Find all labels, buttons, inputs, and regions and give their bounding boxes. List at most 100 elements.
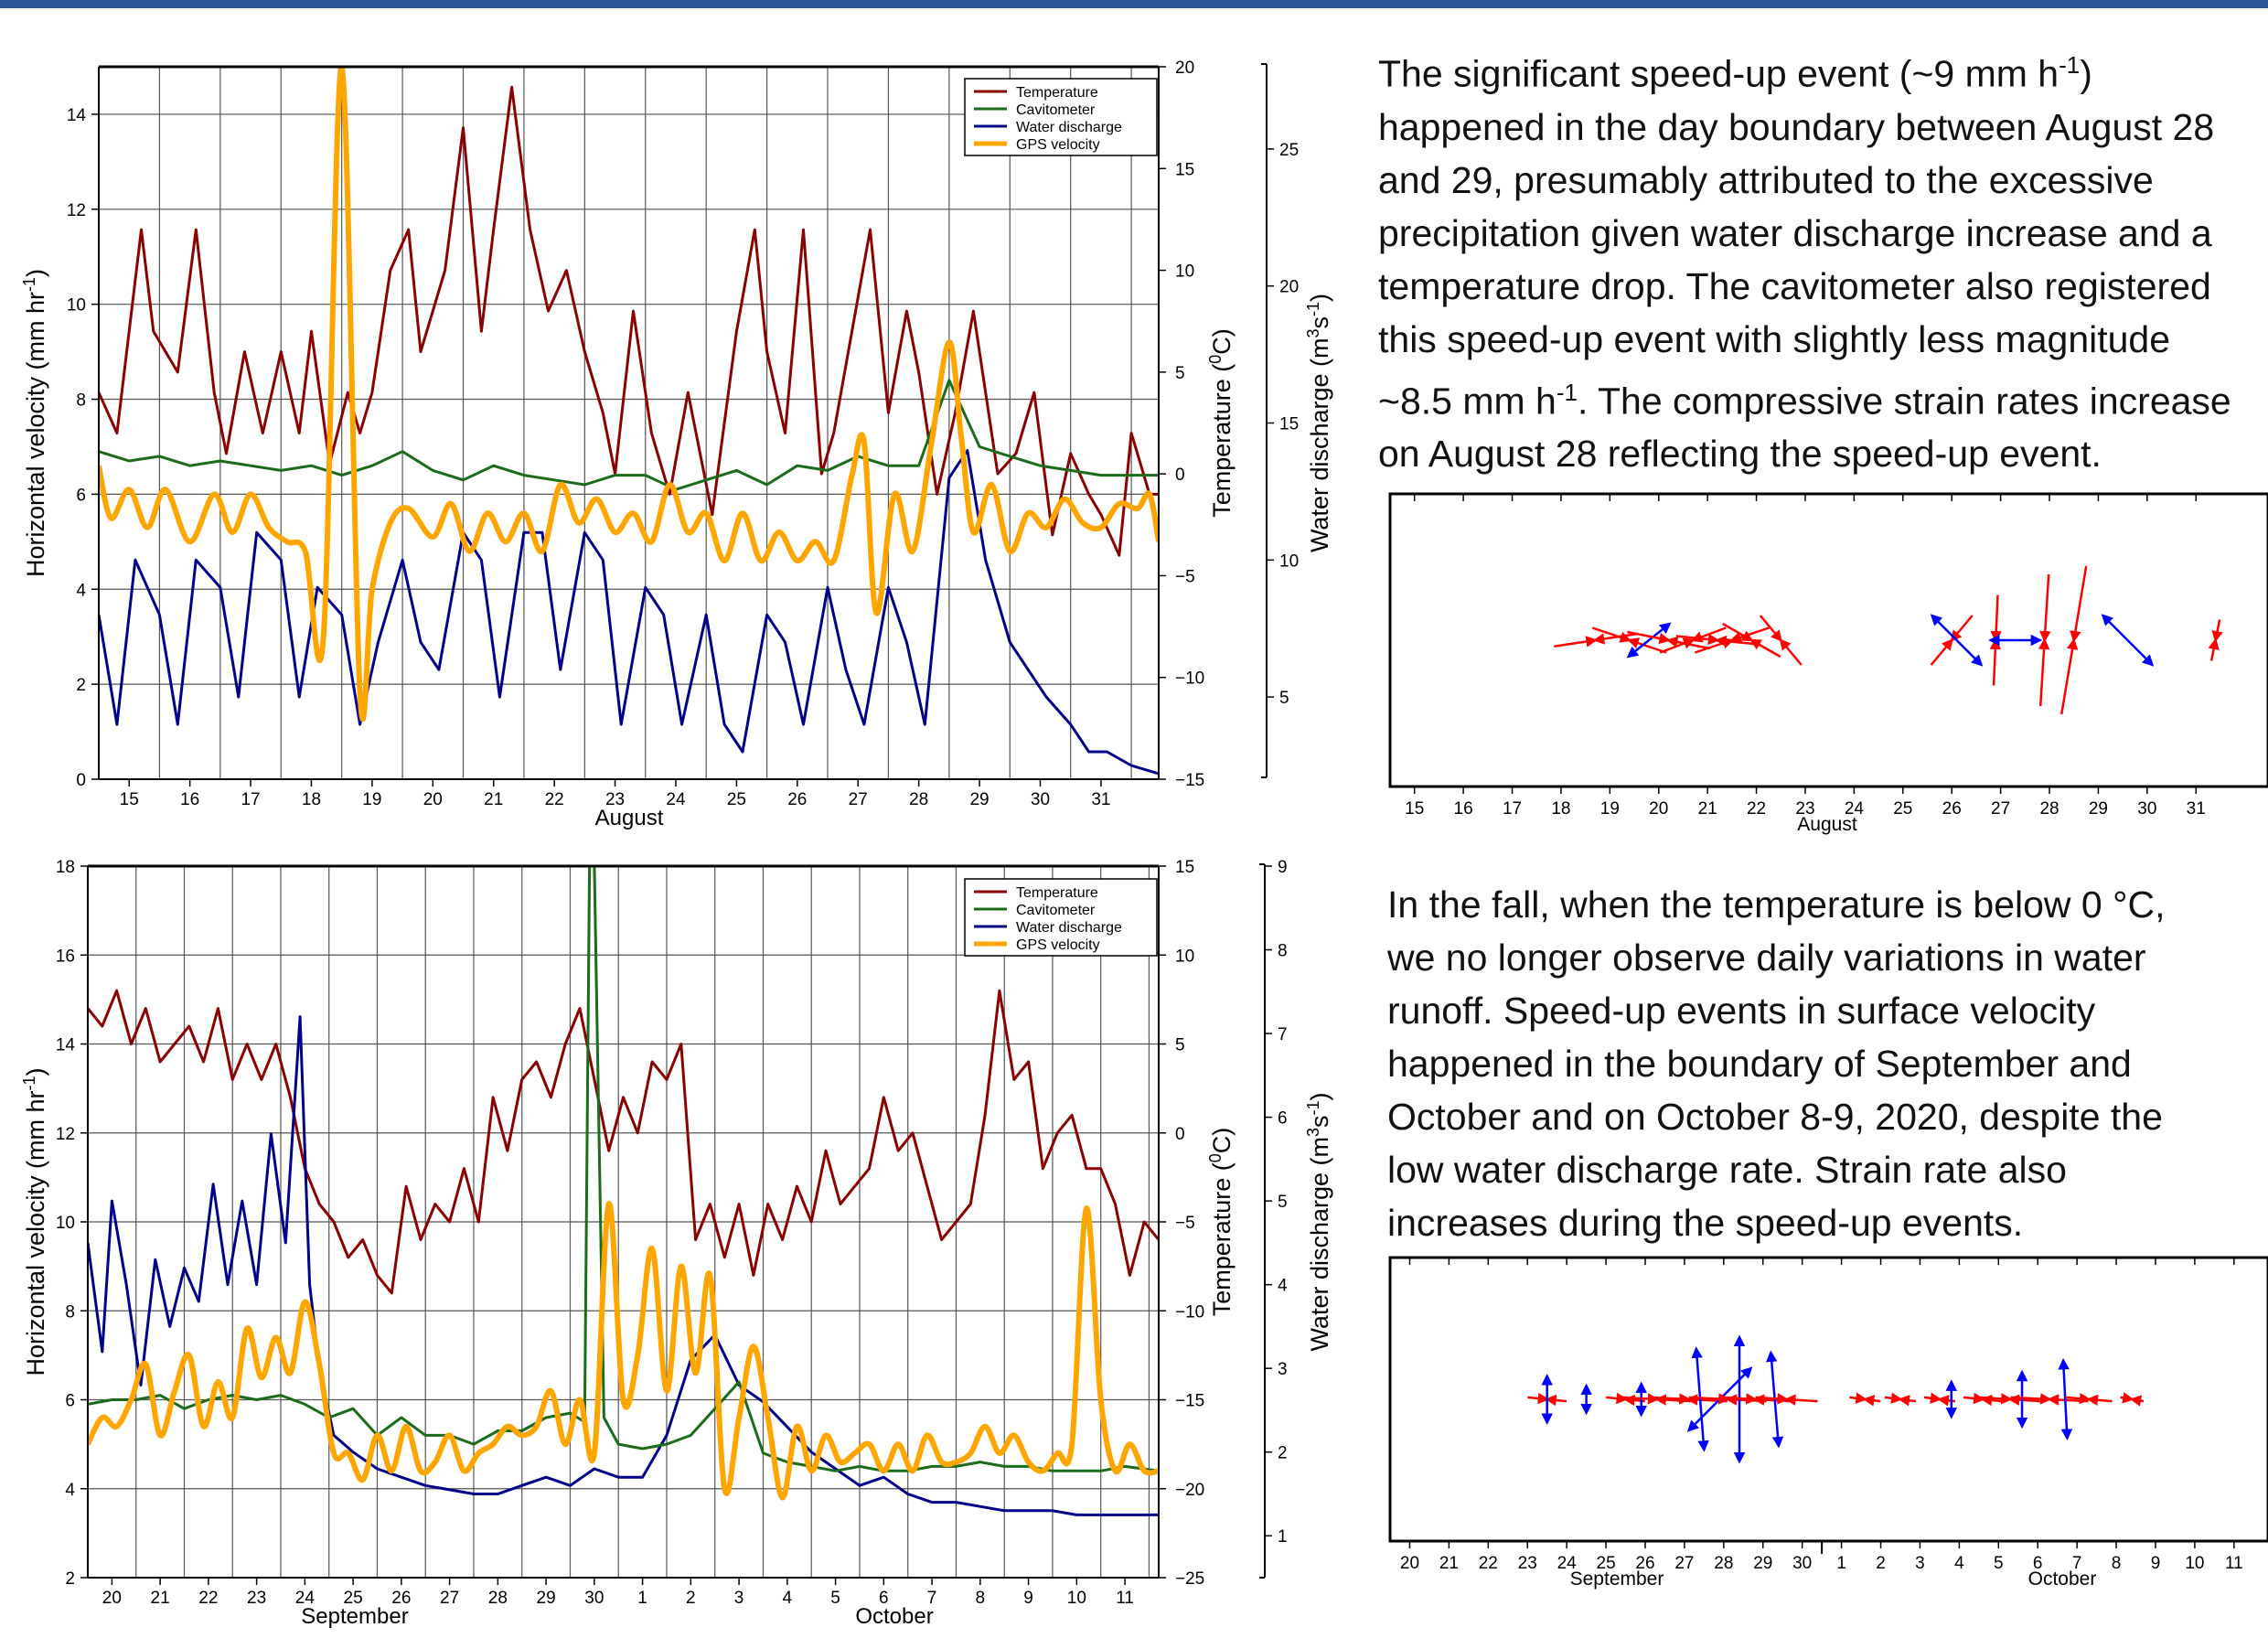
strain-fall-strain-arrow-red bbox=[1980, 1394, 2003, 1407]
strain-fall-x-tick-label: 30 bbox=[1792, 1554, 1812, 1573]
aug-temp-tick-label: −5 bbox=[1175, 567, 1195, 586]
fall-y-tick-label: 14 bbox=[56, 1036, 76, 1055]
aug-series-temperature bbox=[99, 85, 1159, 557]
fall-x-tick-label: 8 bbox=[976, 1589, 986, 1608]
strain-fall-strain-arrow-red bbox=[1862, 1395, 1881, 1407]
fall-q-tick-label: 3 bbox=[1278, 1360, 1288, 1379]
strain-fall-strain-arrow-red bbox=[1606, 1392, 1629, 1405]
aug-y-tick-label: 10 bbox=[67, 296, 86, 316]
august-description-line-6: this speed-up event with slightly less m… bbox=[1378, 317, 2171, 360]
fall-legend-label: Temperature bbox=[1016, 885, 1098, 901]
strain-aug-strain-arrow-red bbox=[2038, 637, 2050, 707]
fall-x-tick-label: 28 bbox=[488, 1589, 508, 1608]
aug-x-tick-label: 30 bbox=[1031, 790, 1050, 809]
aug-series-water-discharge bbox=[99, 449, 1159, 776]
august-description-line-5: temperature drop. The cavitometer also r… bbox=[1378, 264, 2211, 307]
fall-xlabel-2: October bbox=[855, 1604, 933, 1629]
fall-temp-tick-label: 0 bbox=[1175, 1125, 1185, 1144]
aug-temp-tick-label: 10 bbox=[1175, 262, 1194, 282]
fall-y-tick-label: 8 bbox=[65, 1302, 75, 1322]
aug-x-tick-label: 17 bbox=[241, 790, 260, 809]
strain-fall-x-tick-label: 5 bbox=[1994, 1554, 2004, 1573]
aug-x-tick-label: 23 bbox=[605, 790, 625, 809]
strain-fall-x-tick-label: 23 bbox=[1518, 1554, 1537, 1573]
aug-q-tick-label: 15 bbox=[1279, 415, 1299, 434]
strain-fall-strain-arrow-red bbox=[1784, 1394, 1818, 1406]
strain-aug-strain-arrow-red bbox=[1659, 637, 1696, 654]
aug-x-tick-label: 15 bbox=[120, 790, 139, 809]
fall-y-tick-label: 16 bbox=[56, 947, 75, 966]
fall-x-tick-label: 27 bbox=[440, 1589, 459, 1608]
strain-aug-strain-arrow-red bbox=[2211, 619, 2223, 643]
strain-aug-strain-arrow-red bbox=[1554, 636, 1598, 648]
strain-fall-strain-arrow-blue bbox=[1691, 1346, 1703, 1400]
aug-x-tick-label: 22 bbox=[545, 790, 564, 809]
strain-fall-xlabel: September bbox=[1570, 1568, 1664, 1590]
aug-legend-label: GPS velocity bbox=[1016, 137, 1100, 153]
fall-y-tick-label: 10 bbox=[56, 1214, 75, 1233]
strain-fall-strain-arrow-red bbox=[1688, 1393, 1730, 1405]
strain-fall-strain-arrow-red bbox=[1849, 1392, 1867, 1404]
aug-y-tick-label: 14 bbox=[67, 106, 87, 125]
strain-aug-strain-arrow-red bbox=[1779, 638, 1803, 666]
aug-ylabel-left: Horizontal velocity (mm hr-1) bbox=[20, 269, 49, 577]
strain-fall-x-tick-label: 27 bbox=[1674, 1554, 1694, 1573]
august-description-line-8: on August 28 reflecting the speed-up eve… bbox=[1378, 433, 2102, 476]
fall-q-tick-label: 2 bbox=[1278, 1444, 1288, 1463]
aug-y-tick-label: 8 bbox=[76, 391, 86, 411]
strain-fall-strain-arrow-red bbox=[1719, 1393, 1758, 1405]
strain-fall-x-tick-label: 25 bbox=[1597, 1554, 1616, 1573]
aug-series-gps-velocity bbox=[99, 67, 1159, 723]
august-description-line-1: The significant speed-up event (~9 mm h-… bbox=[1378, 51, 2092, 95]
fall-temp-tick-label: 5 bbox=[1175, 1036, 1185, 1055]
fall-timeseries-chart: 20 21 22 23 24 25 26 27 28 29 30 1 2 3 4 5 6 7 8 9 10 1124681… bbox=[20, 858, 1333, 1629]
strain-fall-strain-arrow-blue bbox=[1697, 1398, 1709, 1452]
strain-fall-strain-arrow-red bbox=[1527, 1392, 1550, 1405]
strain-aug-x-tick-label: 21 bbox=[1698, 799, 1717, 819]
strain-fall-strain-arrow-red bbox=[1923, 1392, 1942, 1404]
aug-y-tick-label: 4 bbox=[76, 581, 86, 600]
aug-series-cavitometer bbox=[99, 379, 1159, 491]
strain-aug-strain-arrow-red bbox=[1950, 615, 1974, 642]
fall-q-tick-label: 9 bbox=[1278, 858, 1288, 877]
aug-x-tick-label: 25 bbox=[727, 790, 746, 809]
strain-aug-x-tick-label: 27 bbox=[1991, 799, 2010, 819]
strain-aug-x-tick-label: 25 bbox=[1893, 799, 1912, 819]
aug-series-group bbox=[99, 67, 1159, 776]
aug-ylabel-discharge: Water discharge (m3s-1) bbox=[1304, 294, 1333, 552]
aug-x-tick-label: 28 bbox=[909, 790, 928, 809]
strain-fall-x-tick-label: 3 bbox=[1915, 1554, 1925, 1573]
aug-x-tick-label: 29 bbox=[969, 790, 989, 809]
fall-strain-plot: 20 21 22 23 24 25 26 27 28 29 30 1 2 3 4 5 6 7 8 9 10 11Septe… bbox=[1388, 1256, 2268, 1590]
strain-aug-strain-arrow-blue bbox=[1626, 639, 1650, 658]
strain-aug-strain-arrow-red bbox=[1759, 615, 1782, 642]
strain-fall-strain-arrow-red bbox=[2007, 1394, 2042, 1406]
strain-fall-x-tick-label: 22 bbox=[1479, 1554, 1498, 1573]
strain-aug-x-tick-label: 22 bbox=[1747, 799, 1766, 819]
fall-x-tick-label: 1 bbox=[637, 1589, 647, 1608]
strain-aug-x-tick-label: 18 bbox=[1551, 799, 1570, 819]
fall-legend-label: GPS velocity bbox=[1016, 937, 1100, 953]
fall-q-tick-label: 5 bbox=[1278, 1193, 1288, 1212]
aug-legend-label: Water discharge bbox=[1016, 120, 1122, 135]
aug-x-tick-label: 16 bbox=[180, 790, 199, 809]
aug-legend-label: Cavitometer bbox=[1016, 102, 1096, 118]
august-description-line-2: happened in the day boundary between Aug… bbox=[1378, 105, 2215, 148]
august-description: The significant speed-up event (~9 mm h-… bbox=[1378, 38, 2231, 480]
strain-aug-strain-arrow-blue bbox=[1930, 614, 1958, 641]
strain-fall-x-tick-label: 9 bbox=[2151, 1554, 2161, 1573]
fall-q-tick-label: 1 bbox=[1278, 1527, 1288, 1547]
strain-fall-x-tick-label: 11 bbox=[2225, 1554, 2243, 1573]
strain-aug-strain-arrow-blue bbox=[2101, 614, 2129, 641]
aug-x-tick-label: 27 bbox=[849, 790, 868, 809]
strain-aug-xlabel: August bbox=[1797, 814, 1857, 835]
fall-ylabel-discharge: Water discharge (m3s-1) bbox=[1304, 1092, 1333, 1351]
aug-temp-tick-label: 5 bbox=[1175, 364, 1185, 383]
strain-aug-frame bbox=[1388, 492, 2268, 788]
aug-q-tick-label: 20 bbox=[1279, 278, 1299, 297]
fall-x-tick-label: 23 bbox=[247, 1589, 266, 1608]
aug-q-tick-label: 25 bbox=[1279, 141, 1299, 160]
strain-fall-x-tick-label: 2 bbox=[1876, 1554, 1886, 1573]
strain-fall-x-tick-label: 20 bbox=[1400, 1554, 1419, 1573]
